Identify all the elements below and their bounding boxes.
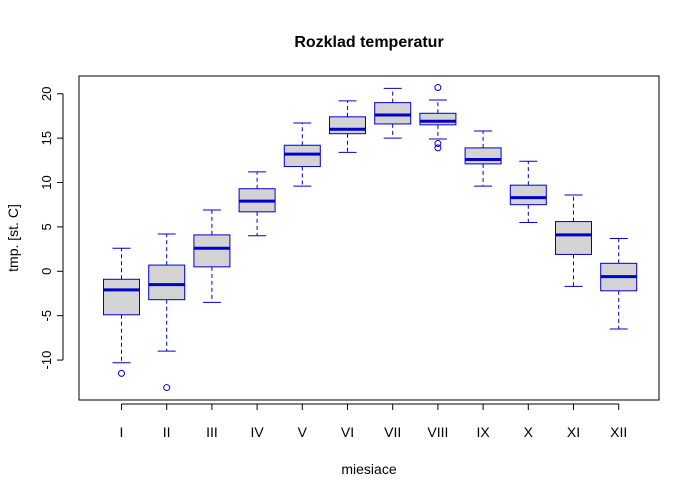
box-XI [555, 194, 592, 287]
x-axis: I II III IV V VI VII VIII IX X XI XII [120, 403, 627, 440]
box-IX [464, 130, 502, 187]
box-iqr [419, 112, 457, 126]
x-tick-label: III [206, 424, 218, 440]
y-axis: -10 -5 0 5 10 15 20 [39, 87, 64, 370]
x-tick-label: XII [610, 424, 627, 440]
box-iqr [148, 264, 186, 301]
y-axis-label: tmp. [st. C] [5, 204, 21, 272]
outlier-point [163, 384, 171, 392]
outlier-point [434, 139, 442, 147]
outlier-point [434, 144, 442, 152]
box-I [103, 247, 140, 377]
box-VII [374, 87, 412, 139]
y-tick-label: 20 [39, 87, 54, 101]
x-tick-label: I [120, 424, 124, 440]
box-iqr [509, 184, 547, 206]
y-tick-label: -10 [39, 351, 54, 370]
box-VI [329, 100, 366, 153]
x-axis-label: miesiace [341, 461, 396, 477]
x-tick-label: V [298, 424, 308, 440]
x-tick-label: II [163, 424, 171, 440]
x-tick-label: IV [250, 424, 264, 440]
box-iqr [464, 147, 502, 165]
box-VIII [419, 84, 457, 152]
y-tick-label: 10 [39, 175, 54, 189]
y-tick-label: 0 [39, 268, 54, 275]
box-iqr [103, 278, 140, 316]
x-tick-label: VIII [427, 424, 448, 440]
x-tick-label: VI [341, 424, 354, 440]
box-iqr [374, 102, 412, 125]
box-iqr [193, 234, 231, 268]
box-III [193, 209, 231, 303]
box-iqr [329, 116, 366, 135]
y-tick-label: 15 [39, 131, 54, 145]
box-XII [600, 237, 638, 330]
x-tick-label: XI [567, 424, 580, 440]
y-tick-label: -5 [39, 310, 54, 322]
box-IV [238, 171, 276, 237]
x-tick-label: VII [384, 424, 401, 440]
x-tick-label: X [524, 424, 534, 440]
plot-frame [78, 75, 660, 401]
box-iqr [283, 144, 321, 168]
box-iqr [555, 221, 592, 255]
box-V [283, 122, 321, 187]
box-series [103, 84, 638, 392]
y-tick-label: 5 [39, 223, 54, 230]
chart-title: Rozklad temperatur [294, 34, 443, 51]
box-X [509, 160, 547, 223]
x-tick-label: IX [476, 424, 490, 440]
outlier-point [434, 84, 442, 92]
box-II [148, 233, 186, 392]
outlier-point [118, 369, 125, 377]
